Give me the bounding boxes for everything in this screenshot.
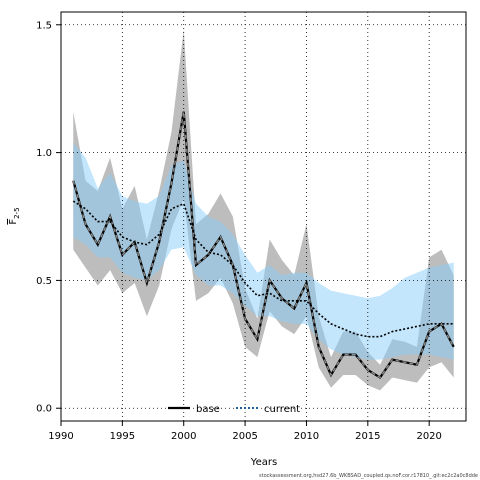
x-tick-label-2015: 2015 — [355, 431, 380, 442]
y-axis-title-sub: 2-5 — [13, 207, 21, 218]
plot-frame — [60, 11, 467, 422]
legend-base-label: base — [196, 404, 220, 415]
footer-source: stockassessment.org,hsd27.6b_WKBSAD_coup… — [259, 473, 478, 479]
svg-text:F2-5: F2-5 — [8, 207, 21, 224]
x-tick-label-2010: 2010 — [294, 431, 319, 442]
x-tick-label-2020: 2020 — [416, 431, 441, 442]
y-axis-title: F2-5 — [8, 207, 21, 224]
series-lines — [72, 111, 455, 380]
y-tick-label-1.5: 1.5 — [36, 20, 52, 31]
x-tick-label-1995: 1995 — [110, 431, 135, 442]
line-base-dash-overlay — [72, 111, 455, 379]
legend-current-label: current — [264, 404, 300, 415]
y-tick-label-0.5: 0.5 — [36, 276, 52, 287]
y-tick-label-0.0: 0.0 — [36, 404, 52, 415]
confidence-bands — [73, 29, 454, 391]
y-axis: 0.0 0.5 1.0 1.5 — [36, 20, 61, 415]
y-tick-label-1.0: 1.0 — [36, 148, 52, 159]
x-axis: 1990 1995 2000 2005 2010 2015 2020 — [48, 421, 442, 442]
x-tick-label-1990: 1990 — [48, 431, 73, 442]
x-tick-label-2000: 2000 — [171, 431, 196, 442]
line-current — [72, 200, 454, 338]
x-axis-title: Years — [250, 457, 277, 468]
plot-area — [60, 11, 467, 422]
y-axis-title-main: F — [8, 219, 19, 225]
legend: base current — [168, 404, 300, 415]
x-tick-label-2005: 2005 — [232, 431, 257, 442]
